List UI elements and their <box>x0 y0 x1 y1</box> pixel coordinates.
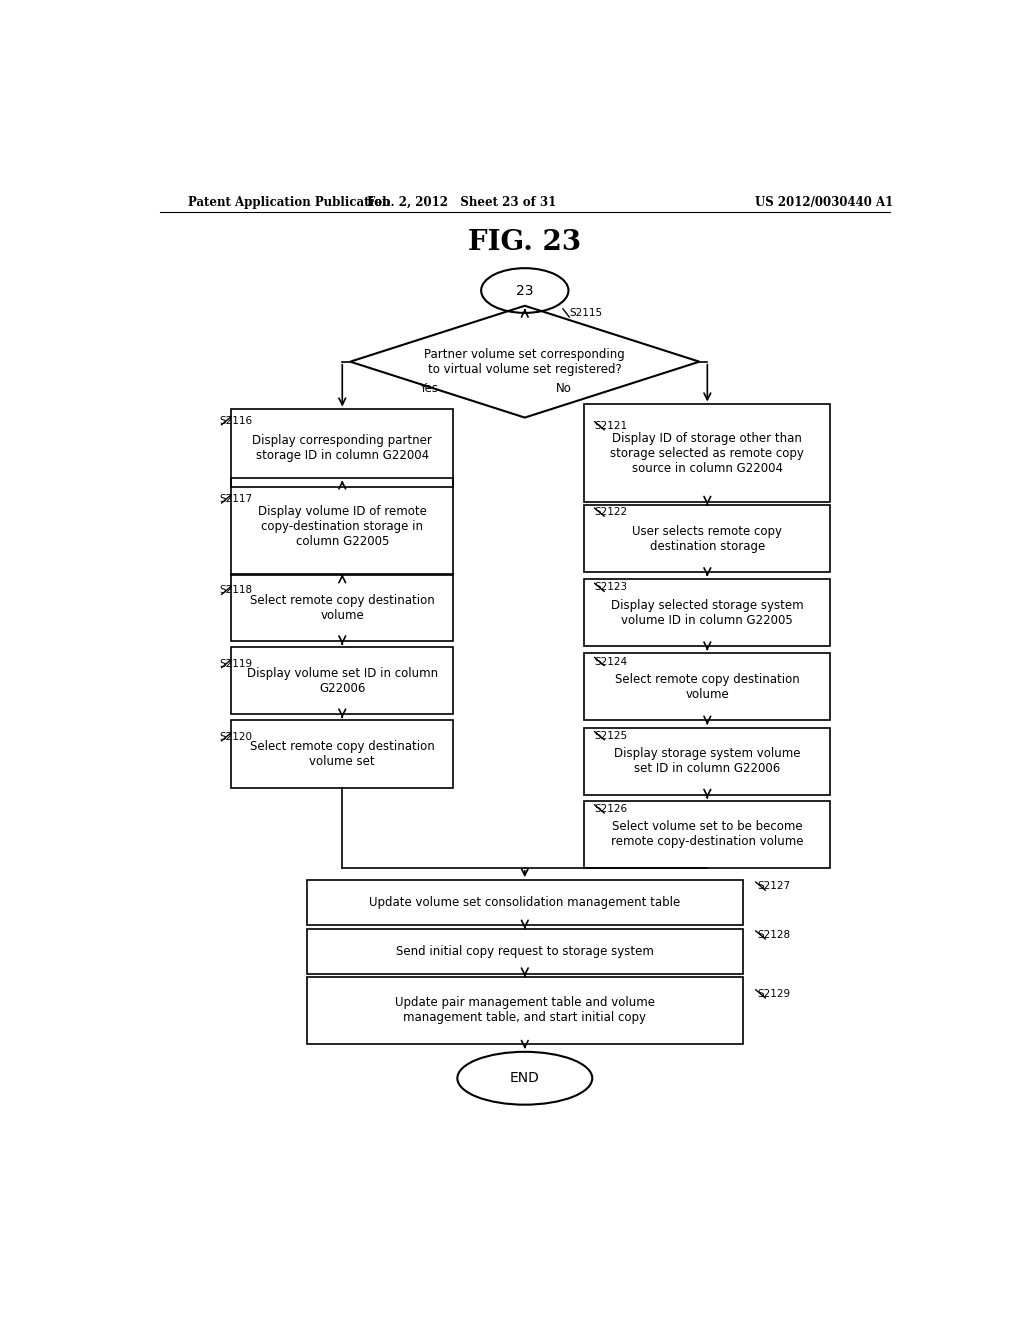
Text: Feb. 2, 2012   Sheet 23 of 31: Feb. 2, 2012 Sheet 23 of 31 <box>367 195 556 209</box>
Text: S2127: S2127 <box>758 882 791 891</box>
Text: S2125: S2125 <box>595 731 628 741</box>
Text: Display storage system volume
set ID in column G22006: Display storage system volume set ID in … <box>614 747 801 775</box>
Text: S2122: S2122 <box>595 507 628 517</box>
Text: S2116: S2116 <box>219 416 252 425</box>
Text: S2129: S2129 <box>758 989 791 999</box>
Text: Update volume set consolidation management table: Update volume set consolidation manageme… <box>370 896 680 909</box>
Text: Send initial copy request to storage system: Send initial copy request to storage sys… <box>396 945 653 958</box>
Bar <box>585 404 830 502</box>
Text: S2123: S2123 <box>595 582 628 593</box>
Bar <box>306 929 743 974</box>
Text: 23: 23 <box>516 284 534 297</box>
Text: S2120: S2120 <box>219 731 252 742</box>
Text: Patent Application Publication: Patent Application Publication <box>187 195 390 209</box>
Bar <box>585 653 830 721</box>
Text: Partner volume set corresponding
to virtual volume set registered?: Partner volume set corresponding to virt… <box>424 347 626 376</box>
Text: S2115: S2115 <box>569 308 602 318</box>
Text: S2121: S2121 <box>595 421 628 430</box>
Text: User selects remote copy
destination storage: User selects remote copy destination sto… <box>633 524 782 553</box>
Text: Display volume set ID in column
G22006: Display volume set ID in column G22006 <box>247 667 438 694</box>
Text: Yes: Yes <box>419 381 438 395</box>
Bar <box>585 579 830 647</box>
Text: Select volume set to be become
remote copy-destination volume: Select volume set to be become remote co… <box>611 820 804 849</box>
Text: FIG. 23: FIG. 23 <box>468 230 582 256</box>
Bar <box>306 977 743 1044</box>
Text: Update pair management table and volume
management table, and start initial copy: Update pair management table and volume … <box>395 997 654 1024</box>
Text: Display volume ID of remote
copy-destination storage in
column G22005: Display volume ID of remote copy-destina… <box>258 504 427 548</box>
Text: Select remote copy destination
volume: Select remote copy destination volume <box>615 673 800 701</box>
Text: S2124: S2124 <box>595 656 628 667</box>
Bar <box>585 801 830 867</box>
Bar <box>585 727 830 795</box>
Bar <box>231 721 454 788</box>
Text: S2118: S2118 <box>219 585 252 595</box>
Bar <box>231 574 454 642</box>
Text: S2119: S2119 <box>219 659 252 668</box>
Text: Display ID of storage other than
storage selected as remote copy
source in colum: Display ID of storage other than storage… <box>610 432 804 475</box>
Text: No: No <box>556 381 572 395</box>
Text: S2126: S2126 <box>595 804 628 814</box>
Text: Select remote copy destination
volume set: Select remote copy destination volume se… <box>250 741 434 768</box>
Text: END: END <box>510 1072 540 1085</box>
Text: Display corresponding partner
storage ID in column G22004: Display corresponding partner storage ID… <box>252 434 432 462</box>
Text: Display selected storage system
volume ID in column G22005: Display selected storage system volume I… <box>611 599 804 627</box>
Text: S2128: S2128 <box>758 929 791 940</box>
Bar <box>306 880 743 925</box>
Bar <box>231 409 454 487</box>
Text: US 2012/0030440 A1: US 2012/0030440 A1 <box>755 195 893 209</box>
Bar <box>585 506 830 572</box>
Bar <box>231 647 454 714</box>
Text: S2117: S2117 <box>219 494 252 504</box>
Text: Select remote copy destination
volume: Select remote copy destination volume <box>250 594 434 622</box>
Bar <box>231 478 454 576</box>
